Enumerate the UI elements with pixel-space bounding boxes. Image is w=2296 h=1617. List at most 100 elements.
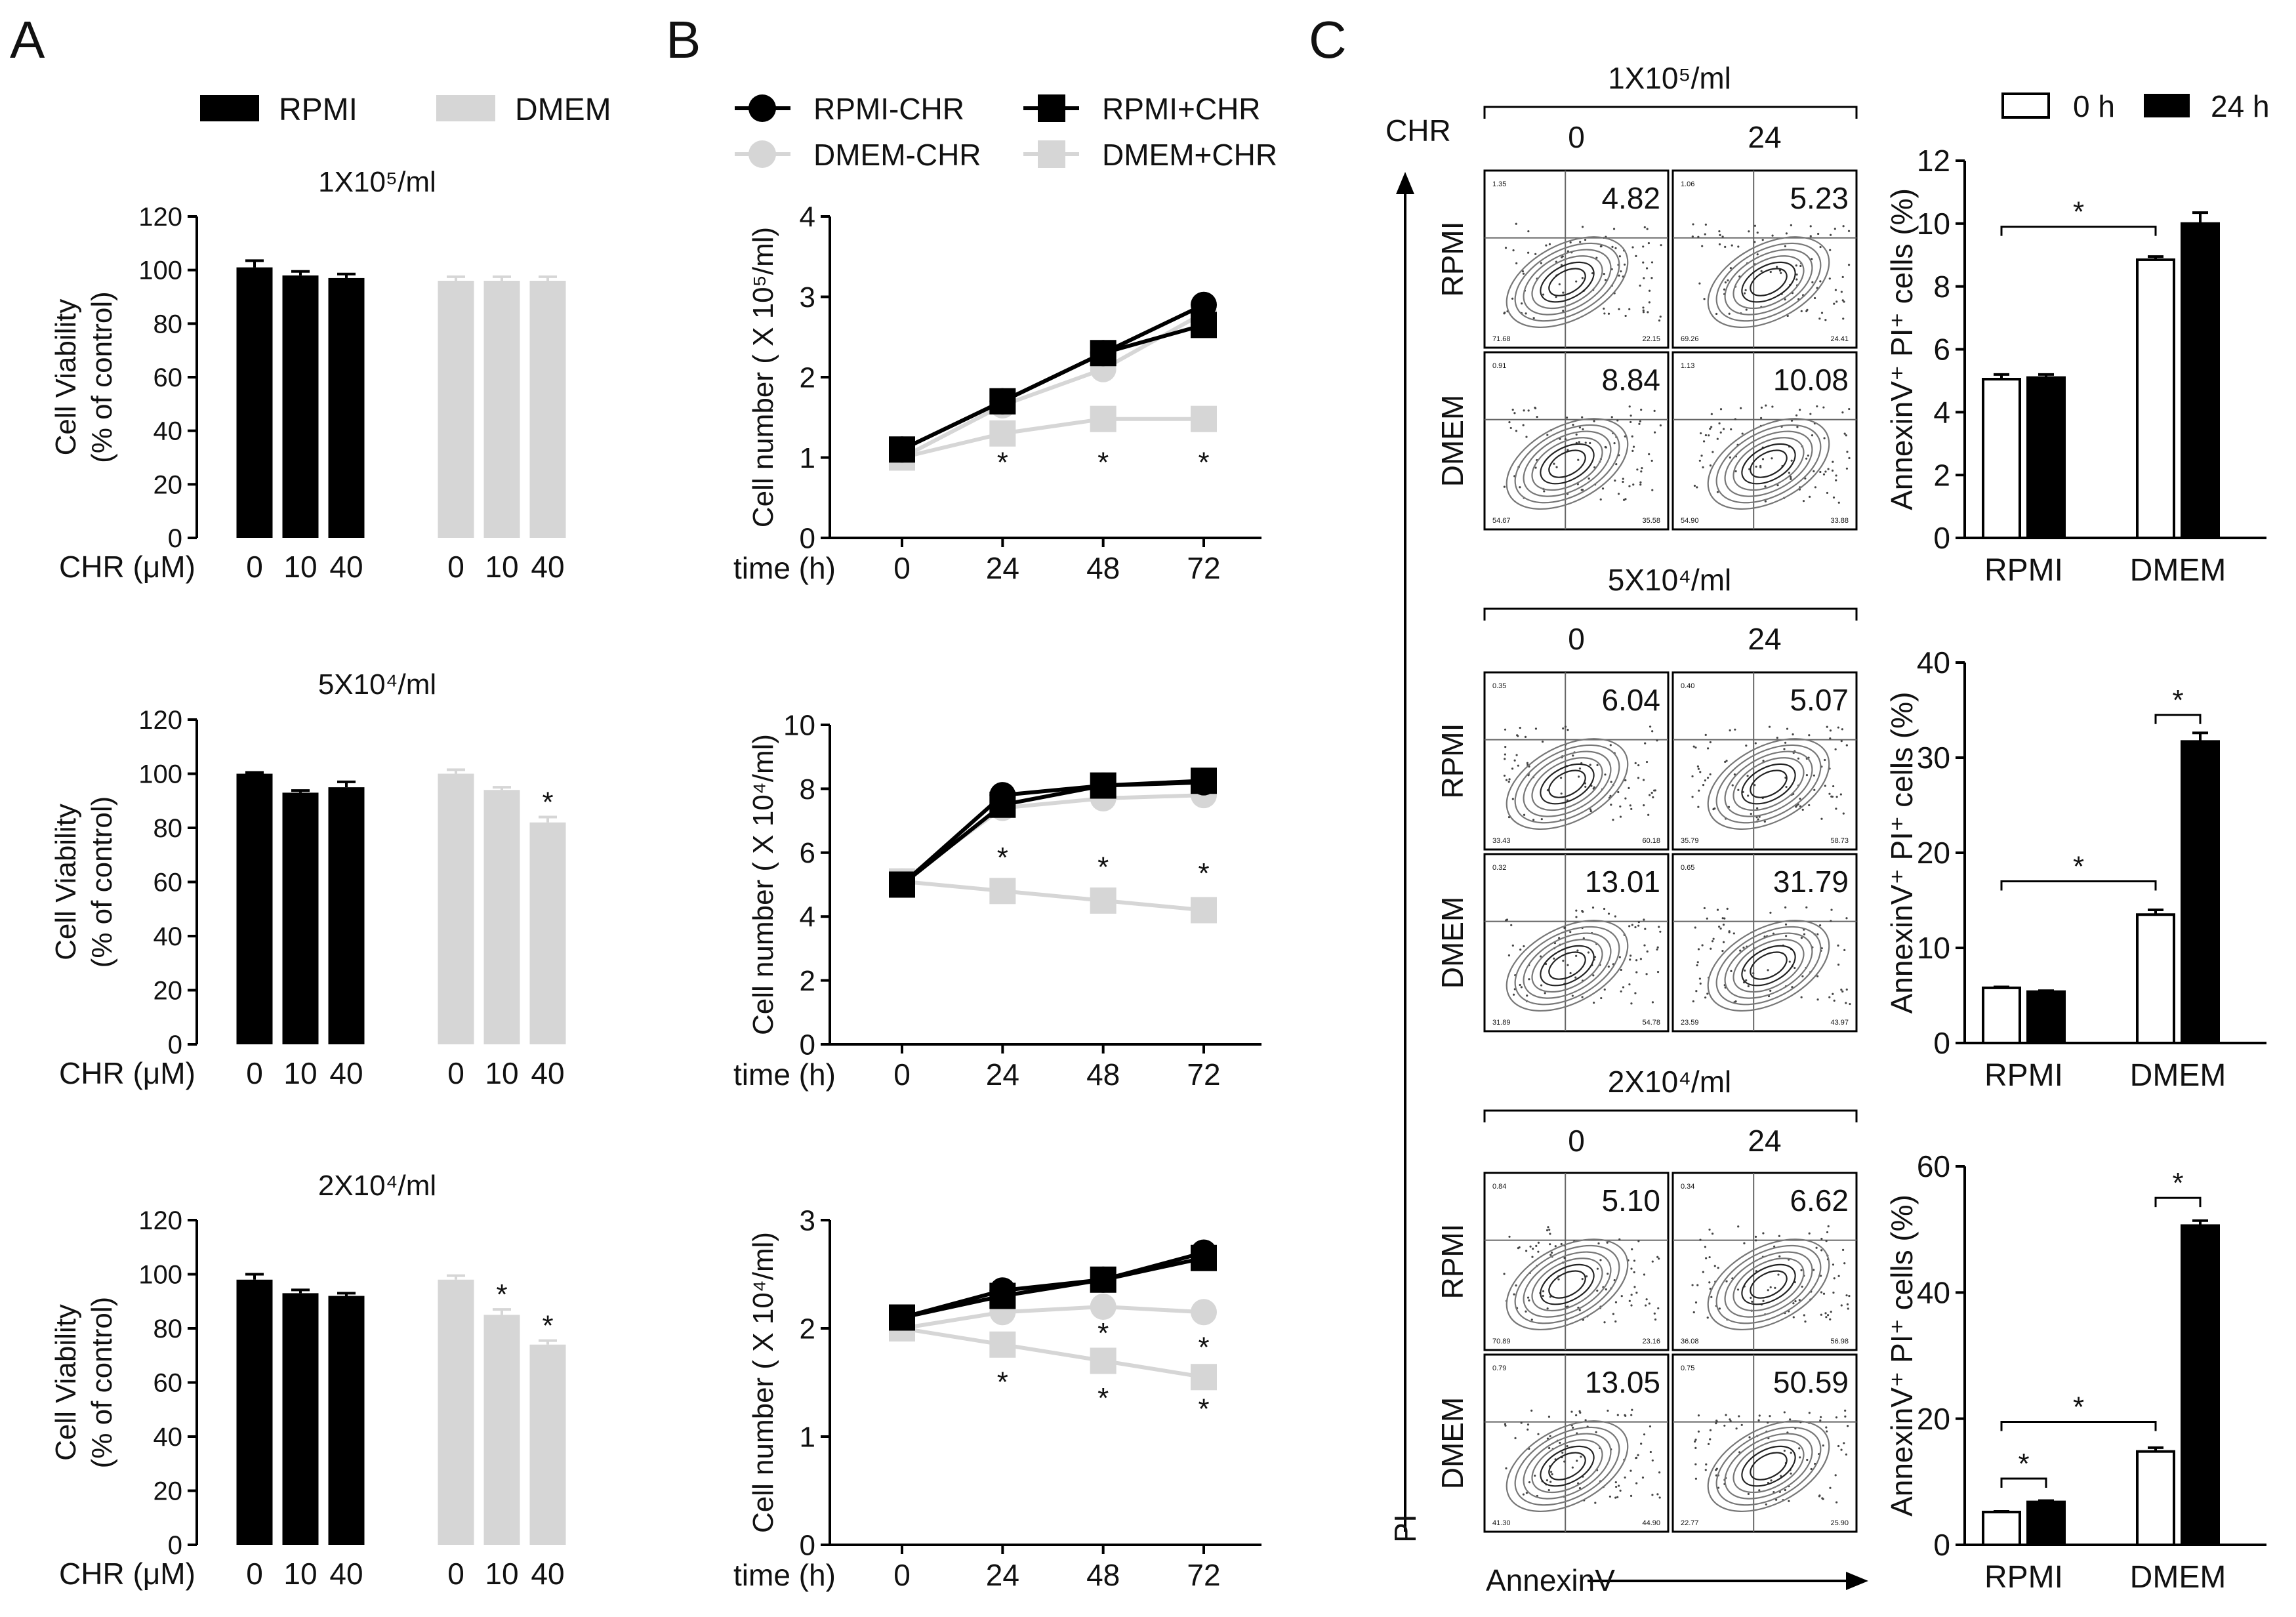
flow-event-dot <box>1631 435 1633 438</box>
flow-event-dot <box>1547 1226 1549 1229</box>
flow-event-dot <box>1632 483 1635 486</box>
flow-event-dot <box>1647 311 1649 314</box>
flow-corner-value: 69.26 <box>1681 335 1699 343</box>
flow-event-dot <box>1721 235 1724 238</box>
c2-x-tick-label: DMEM <box>2130 1058 2226 1093</box>
flow-event-dot <box>1652 796 1654 798</box>
flow-event-dot <box>1837 501 1840 504</box>
flow-event-dot <box>1824 319 1827 321</box>
flow-event-dot <box>1833 999 1835 1002</box>
flow-event-dot <box>1737 1225 1740 1228</box>
legend-label-0h: 0 h <box>2073 89 2115 123</box>
flow-event-dot <box>1800 310 1803 312</box>
flow-event-dot <box>1697 235 1700 238</box>
flow-event-dot <box>1628 925 1631 928</box>
legend-label-rpmi-plus: RPMI+CHR <box>1102 92 1261 126</box>
flow-event-dot <box>1643 804 1645 807</box>
flow-corner-value: 0.32 <box>1492 864 1506 872</box>
b1-point <box>989 388 1016 415</box>
flow-event-dot <box>1560 1242 1563 1246</box>
flow-event-dot <box>1813 1269 1815 1271</box>
flow-event-dot <box>1840 291 1843 293</box>
c3-bar <box>2136 1450 2175 1546</box>
flow-event-dot <box>1769 989 1772 992</box>
flow-corner-value: 31.89 <box>1492 1019 1511 1027</box>
flow-event-dot <box>1789 1418 1792 1421</box>
flow-event-dot <box>1784 923 1788 926</box>
flow-event-dot <box>1530 1319 1533 1321</box>
flow-event-dot <box>1822 473 1826 476</box>
flow-event-dot <box>1808 804 1811 807</box>
flow-event-dot <box>1847 1307 1849 1310</box>
flow-corner-value: 0.34 <box>1681 1183 1694 1191</box>
flow-event-dot <box>1651 1494 1654 1496</box>
b2-x-tick-label: 72 <box>1187 1057 1220 1092</box>
flow-event-dot <box>1633 1259 1636 1262</box>
b3-chart: 0 1 2 3 0 24 48 72 time (h) Cell number ( X 10⁴/m… <box>733 1204 1261 1592</box>
flow-event-dot <box>1631 1408 1633 1411</box>
flow-event-dot <box>1700 432 1702 435</box>
flow-event-dot <box>1706 1317 1709 1319</box>
flow-event-dot <box>1646 950 1649 953</box>
flow-event-dot <box>1824 758 1826 762</box>
flow-event-dot <box>1511 768 1514 770</box>
flow-event-dot <box>1642 306 1645 309</box>
b3-point <box>1090 1347 1117 1374</box>
c2-y-tick-label: 30 <box>1917 741 1950 775</box>
a2-bar <box>529 822 566 1044</box>
flow-event-dot <box>1631 246 1634 249</box>
flow-event-dot <box>1747 1492 1750 1495</box>
flow-event-dot <box>1790 1452 1792 1454</box>
flow-event-dot <box>1645 1304 1647 1307</box>
c3-sig-mark: * <box>2018 1448 2029 1480</box>
c3-sig-bracket <box>2000 1420 2157 1431</box>
flow-event-dot <box>1618 255 1621 258</box>
flow-event-dot <box>1512 993 1515 996</box>
b1-sig-mark: * <box>997 447 1008 479</box>
flow-event-dot <box>1630 1294 1633 1296</box>
flow-event-dot <box>1706 917 1708 920</box>
flow-event-dot <box>1796 426 1799 428</box>
flow-event-dot <box>1716 438 1719 440</box>
flow-event-dot <box>1792 1302 1795 1305</box>
flow-event-dot <box>1784 1488 1786 1492</box>
flow-event-dot <box>1589 808 1592 811</box>
flow-event-dot <box>1816 998 1819 1001</box>
flow-contour <box>1548 449 1586 478</box>
flow-event-dot <box>1729 729 1731 731</box>
flow-event-dot <box>1519 983 1521 987</box>
flow-event-dot <box>1582 911 1584 913</box>
flow-contour <box>1750 449 1788 478</box>
flow-event-dot <box>1622 480 1624 483</box>
b1-y-tick-label: 4 <box>800 201 815 233</box>
flow-corner-value: 54.90 <box>1681 517 1699 525</box>
flow-event-dot <box>1772 932 1775 935</box>
flow-event-dot <box>1637 764 1640 767</box>
flow-event-dot <box>1638 422 1641 425</box>
flow-event-dot <box>1778 269 1782 272</box>
flow-event-dot <box>1630 1494 1633 1497</box>
flow-event-dot <box>1642 245 1645 248</box>
b1-ylabel: Cell number ( X 10⁵/ml) <box>747 227 779 527</box>
a1-bar <box>483 281 520 538</box>
c2-bar <box>2026 990 2066 1044</box>
flow-event-dot <box>1549 1471 1553 1473</box>
flow-quadrant-value: 5.07 <box>1790 683 1849 717</box>
flow-event-dot <box>1780 272 1782 274</box>
flow-event-dot <box>1837 1444 1840 1448</box>
b1-point <box>889 436 915 463</box>
flow-event-dot <box>1539 955 1542 958</box>
flow-event-dot <box>1788 1500 1790 1502</box>
flow-event-dot <box>1840 989 1843 991</box>
flow-event-dot <box>1775 1498 1778 1501</box>
flow-event-dot <box>1548 1446 1551 1450</box>
flow-event-dot <box>1531 1256 1534 1258</box>
legend-label-dmem-plus: DMEM+CHR <box>1102 138 1277 172</box>
flow-event-dot <box>1702 1271 1704 1273</box>
b2-y-tick-label: 10 <box>783 709 815 741</box>
flow-event-dot <box>1829 1318 1832 1320</box>
flow-event-dot <box>1710 947 1712 950</box>
flow-event-dot <box>1827 468 1830 470</box>
flow-event-dot <box>1753 224 1756 227</box>
